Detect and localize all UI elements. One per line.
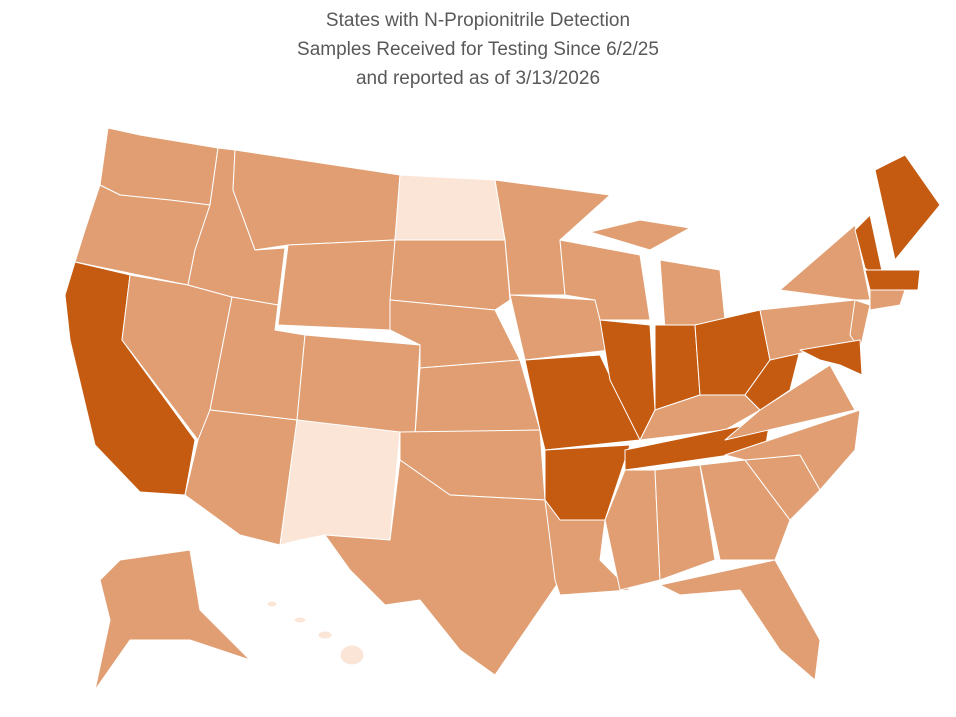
state (94, 549, 251, 691)
state (724, 409, 861, 491)
state (324, 459, 561, 676)
state (874, 154, 941, 261)
state (744, 349, 801, 411)
state (799, 339, 863, 376)
title-line: States with N-Propionitrile Detection (326, 10, 630, 31)
title-line: Samples Received for Testing Since 6/2/2… (297, 39, 659, 60)
state (659, 559, 821, 681)
state (266, 600, 278, 608)
state (869, 289, 906, 311)
state (654, 464, 716, 581)
state (724, 364, 856, 441)
state (279, 419, 401, 546)
state (277, 239, 396, 331)
state (296, 334, 421, 436)
state (414, 359, 541, 436)
state (509, 294, 611, 361)
state (864, 269, 921, 291)
state (544, 499, 631, 596)
state (232, 149, 401, 251)
state (317, 630, 333, 640)
state (293, 616, 307, 624)
state (389, 239, 511, 311)
states (64, 127, 941, 691)
title-line: and reported as of 3/13/2026 (356, 68, 600, 89)
state (659, 259, 726, 331)
state (524, 354, 641, 451)
state (589, 219, 691, 251)
state (339, 644, 365, 666)
state (184, 409, 298, 546)
state (699, 459, 791, 561)
state (394, 174, 506, 241)
